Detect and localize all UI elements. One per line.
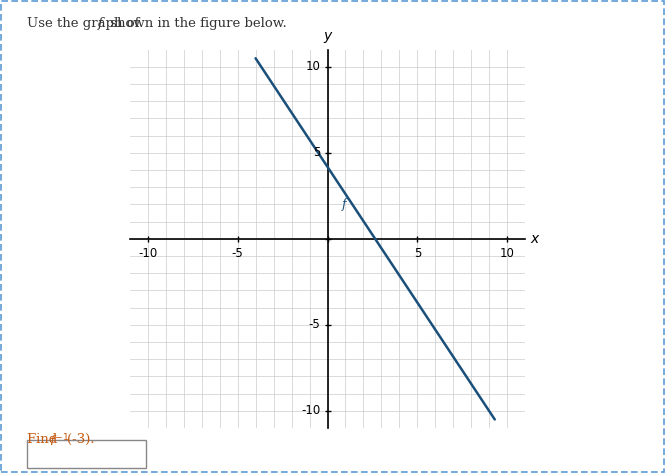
- Text: x: x: [531, 232, 539, 246]
- Text: $f^{-1}$: $f^{-1}$: [49, 433, 69, 449]
- Text: Find: Find: [27, 433, 61, 446]
- Text: f: f: [342, 198, 346, 211]
- Text: 5: 5: [414, 247, 421, 261]
- Text: -5: -5: [309, 318, 321, 332]
- Text: -10: -10: [301, 404, 321, 417]
- Text: -10: -10: [138, 247, 158, 261]
- Text: (-3).: (-3).: [67, 433, 95, 446]
- Text: 10: 10: [500, 247, 515, 261]
- Text: y: y: [323, 29, 332, 43]
- Text: f: f: [98, 17, 102, 29]
- Text: Use the graph of: Use the graph of: [27, 17, 144, 29]
- Text: shown in the figure below.: shown in the figure below.: [106, 17, 287, 29]
- Text: 10: 10: [305, 61, 321, 73]
- Text: -5: -5: [231, 247, 243, 261]
- Text: 5: 5: [313, 146, 321, 159]
